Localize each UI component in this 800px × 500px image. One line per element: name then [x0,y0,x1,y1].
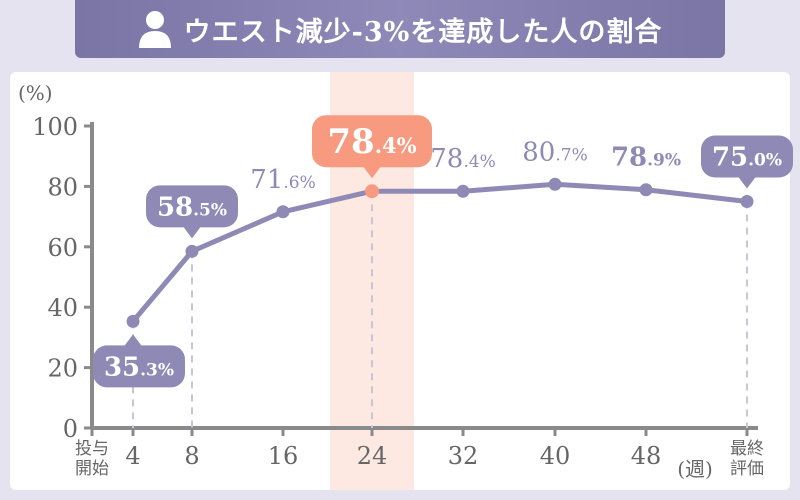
chart-title: ウエスト減少-3%を達成した人の割合 [183,16,663,48]
x-tick-label: 8 [184,442,199,470]
data-point [639,183,653,197]
x-axis-label: (週) [677,457,713,481]
x-tick-label: 16 [268,442,299,470]
series-line [131,181,748,324]
x-tick-label: 4 [125,442,140,470]
x-tick-label: 投与 [75,439,109,459]
value-callout-pointer [124,334,142,347]
x-tick-label: 40 [540,442,571,470]
x-tick-label: 最終 [730,439,764,459]
data-point [126,314,140,328]
data-point [456,184,470,198]
value-callout-box [146,185,238,228]
y-tick-label: 100 [32,113,78,141]
x-tick-label: 48 [631,442,662,470]
value-label: 71.6% [250,165,315,195]
data-point [276,205,290,219]
x-tick-label: 32 [448,442,479,470]
data-point [740,195,754,208]
data-point [185,244,199,258]
y-tick-label: 0 [63,415,78,443]
y-axis-label: (%) [18,81,53,105]
data-point [365,184,379,199]
data-point [548,177,562,191]
value-callout-box [93,345,185,388]
value-label: 35.3% [104,352,174,382]
value-label: 78.4% [430,144,495,174]
value-label: 58.5% [157,192,227,222]
value-label: 78.9% [611,143,681,173]
y-tick-label: 40 [47,294,78,322]
title-bar: ウエスト減少-3%を達成した人の割合 [75,0,725,58]
value-callout-box [312,115,432,168]
value-label: 78.4% [327,122,416,162]
person-icon [138,9,172,49]
x-tick-label: 評価 [730,459,764,479]
value-callout-pointer [363,166,381,179]
value-callout-pointer [183,226,201,239]
value-callout-box [701,135,793,178]
value-callout-pointer [738,176,756,189]
y-tick-label: 80 [47,173,78,201]
y-tick-label: 60 [47,234,78,262]
value-label: 80.7% [522,137,587,167]
y-tick-label: 20 [47,355,78,383]
value-label: 75.0% [712,143,782,173]
x-tick-label: 開始 [75,459,109,479]
x-tick-label: 24 [357,442,388,470]
